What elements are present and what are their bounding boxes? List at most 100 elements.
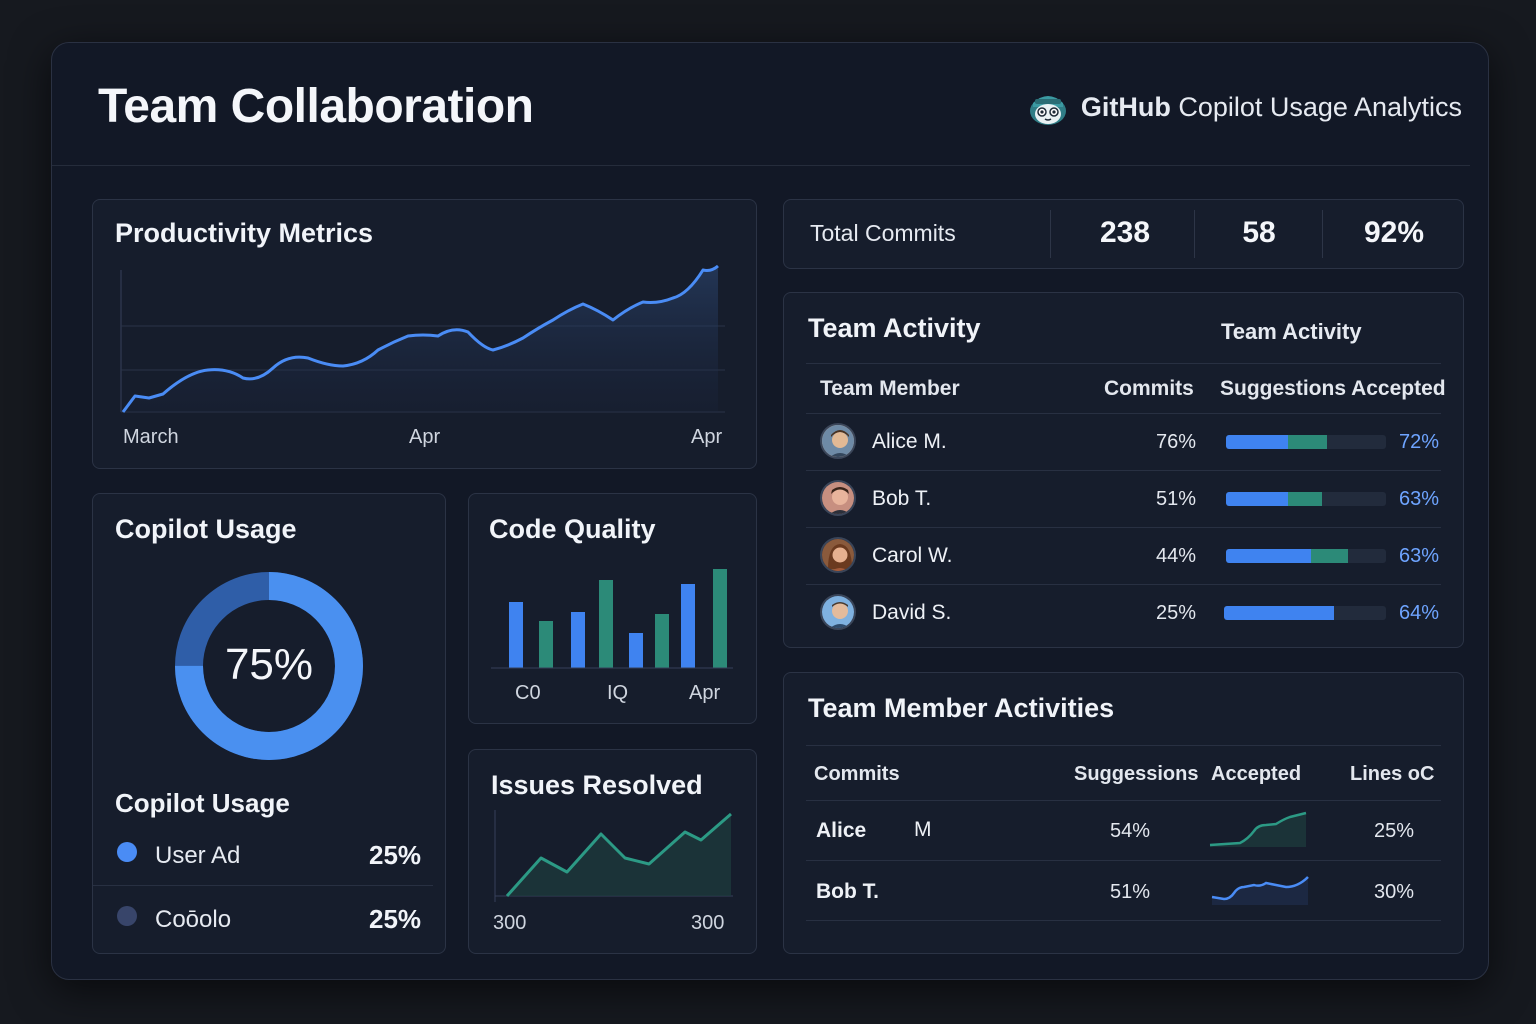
team-activity-title: Team Activity	[808, 313, 981, 343]
member-name: Bob T.	[816, 880, 879, 903]
progress-bar	[1226, 492, 1386, 506]
bar	[681, 584, 695, 668]
issues-series-line	[505, 812, 732, 898]
bar-fill-green	[1310, 549, 1348, 563]
brand: GitHub Copilot Usage Analytics	[1027, 87, 1462, 127]
commits-value: 51%	[1155, 488, 1196, 510]
x-tick-label: Apr	[691, 426, 723, 448]
column-header: Suggestions Accepted	[1220, 377, 1446, 400]
avatar-bob-icon	[822, 482, 854, 514]
legend-value: 25%	[369, 840, 422, 870]
accepted-value: 63%	[1399, 488, 1440, 510]
bar-fill-blue	[1226, 492, 1289, 506]
stat-value: 92%	[1363, 216, 1425, 249]
code-quality-card: Code Quality C0 IQ Apr	[468, 493, 757, 724]
productivity-area	[123, 266, 718, 412]
commits-value: 25%	[1155, 602, 1196, 624]
progress-bar	[1226, 435, 1386, 449]
member-name: Bob T.	[872, 487, 932, 510]
page-title: Team Collaboration	[98, 80, 534, 133]
productivity-series-line	[121, 264, 719, 413]
copilot-usage-title: Copilot Usage	[115, 514, 297, 544]
bar-fill-blue	[1226, 549, 1311, 563]
stat-value: 238	[1099, 216, 1151, 249]
divider	[93, 885, 433, 886]
commits-value: 76%	[1155, 431, 1196, 453]
avatar	[820, 423, 856, 459]
issues-line-chart	[494, 810, 733, 902]
accepted-value: 64%	[1399, 602, 1440, 624]
member-name: Alice M.	[872, 430, 947, 453]
bar	[509, 602, 523, 668]
avatar	[820, 537, 856, 573]
x-tick-label: IQ	[607, 682, 629, 704]
bar	[599, 580, 613, 668]
avatar-carol-icon	[822, 539, 854, 571]
code-quality-bar-chart	[491, 569, 733, 669]
member-activities-card: Team Member Activities Commits Suggessio…	[783, 672, 1464, 954]
avatar	[820, 480, 856, 516]
brand-subtitle: Copilot Usage Analytics	[1170, 91, 1462, 122]
divider	[806, 413, 1441, 414]
sparkline-green	[1209, 811, 1307, 847]
brand-text: GitHub Copilot Usage Analytics	[1081, 92, 1462, 123]
sparkline-line	[1211, 876, 1309, 901]
usage-center-value: 75%	[224, 640, 314, 689]
member-name: Alice	[816, 819, 867, 842]
donut-arc	[175, 572, 363, 760]
member-initial: M	[914, 818, 932, 841]
usage-legend-title: Copilot Usage	[115, 788, 290, 818]
issues-resolved-card: Issues Resolved 300 300	[468, 749, 757, 954]
bar-fill-green	[1288, 435, 1327, 449]
legend-dot-blue	[117, 842, 137, 862]
dashboard-window: Team Collaboration GitHub Copilot Usage …	[51, 42, 1489, 980]
code-quality-title: Code Quality	[489, 514, 656, 544]
column-header: Accepted	[1211, 763, 1302, 785]
stat-separator	[1050, 210, 1051, 258]
header-divider	[52, 165, 1470, 166]
productivity-card: Productivity Metrics March Apr Apr	[92, 199, 757, 469]
progress-bar	[1224, 606, 1386, 620]
team-activity-subtitle: Team Activity	[1221, 319, 1362, 344]
bar-fill-green	[1288, 492, 1322, 506]
team-activity-card: Team Activity Team Activity Team Member …	[783, 292, 1464, 648]
sparkline-area	[1212, 877, 1308, 905]
issues-area	[507, 814, 731, 896]
divider	[806, 745, 1441, 746]
bar	[539, 621, 553, 668]
x-tick-label: 300	[691, 912, 725, 934]
sparkline-blue	[1211, 876, 1309, 905]
x-tick-label: Apr	[689, 682, 721, 704]
stat-value: 58	[1242, 216, 1276, 249]
legend-label: User Ad	[155, 842, 241, 869]
sparkline-line	[1209, 811, 1307, 847]
divider	[806, 527, 1441, 528]
divider	[806, 860, 1441, 861]
divider	[806, 363, 1441, 364]
legend-value: 25%	[369, 904, 422, 934]
usage-donut-chart	[175, 572, 363, 760]
column-header: Commits	[814, 763, 900, 785]
lines-value: 30%	[1373, 881, 1414, 903]
brand-name: GitHub	[1080, 91, 1171, 122]
accepted-value: 63%	[1399, 545, 1440, 567]
stat-separator	[1322, 210, 1323, 258]
column-header: Lines oC	[1350, 763, 1435, 785]
member-name: Carol W.	[872, 544, 953, 567]
divider	[806, 800, 1441, 801]
x-tick-label: C0	[515, 682, 541, 704]
x-tick-label: 300	[493, 912, 527, 934]
suggestions-value: 51%	[1109, 881, 1150, 903]
commits-value: 44%	[1155, 545, 1196, 567]
divider	[806, 584, 1441, 585]
column-header: Suggessions	[1074, 763, 1199, 785]
suggestions-value: 54%	[1109, 820, 1150, 842]
divider	[806, 470, 1441, 471]
copilot-mascot-icon	[1029, 96, 1066, 125]
column-header: Team Member	[820, 377, 960, 400]
bar-fill-blue	[1224, 606, 1335, 620]
bar	[655, 614, 669, 668]
total-commits-label: Total Commits	[810, 220, 956, 246]
avatar-alice-icon	[822, 425, 854, 457]
productivity-title: Productivity Metrics	[115, 218, 374, 248]
